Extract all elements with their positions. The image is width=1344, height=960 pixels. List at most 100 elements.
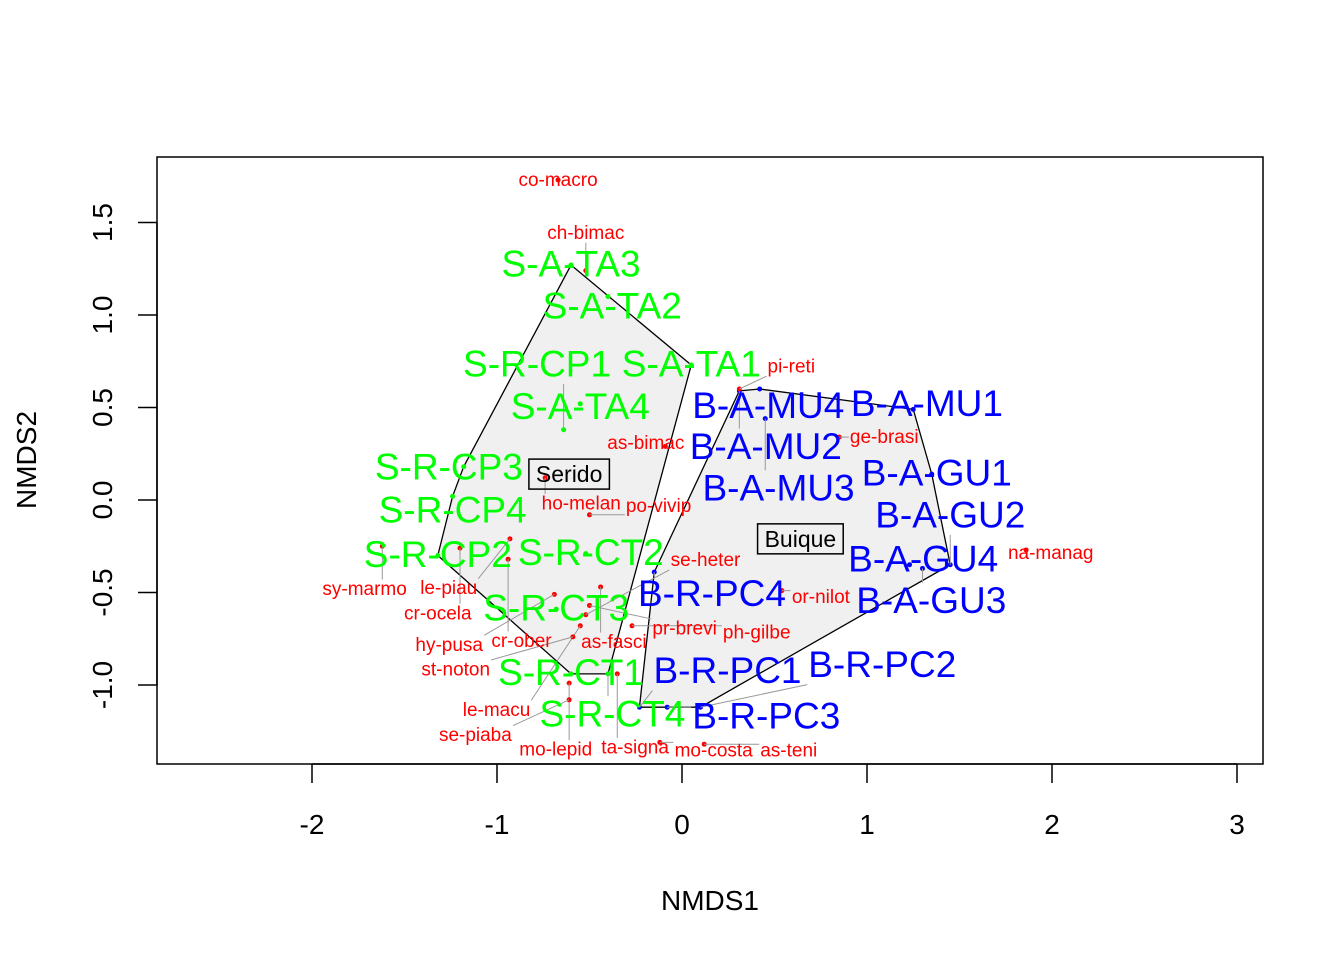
x-tick-label: -2 [300,809,325,840]
species-label: pr-brevi [652,618,716,639]
species-label: na-manag [1008,543,1094,564]
y-tick-label: 1.5 [87,203,118,242]
site-point [757,386,763,392]
site-label: S-A-TA2 [543,286,682,327]
species-label: se-piaba [439,725,512,746]
species-leader-line [585,569,670,616]
x-tick-label: -1 [485,809,510,840]
species-leader-line [490,636,573,661]
site-point [929,471,935,477]
species-label: co-macro [518,170,597,191]
site-label: B-R-PC3 [692,696,840,737]
site-point [577,401,583,407]
site-point [568,262,574,268]
site-label: S-R-CP1 [463,344,611,385]
site-leader-line [639,690,653,708]
group-label-buique: Buique [765,526,837,552]
x-tick-label: 1 [859,809,875,840]
site-point [568,671,574,677]
site-point [583,551,589,557]
site-label: B-A-MU1 [851,383,1003,424]
y-axis-label: NMDS2 [11,411,42,509]
y-tick-label: -0.5 [87,568,118,616]
site-label: B-A-GU4 [848,538,998,579]
site-label: S-A-TA4 [511,386,650,427]
species-label: mo-costa [675,740,754,761]
species-label: sy-marmo [322,579,406,600]
y-tick-label: -1.0 [87,661,118,709]
species-label: as-fasci [581,632,646,653]
site-label: S-R-CT4 [539,693,685,734]
group-hulls [437,264,951,708]
site-point [435,553,441,558]
y-tick-label: 0.0 [87,481,118,520]
group-label-serido: Serido [536,461,602,487]
species-label: ch-bimac [547,223,624,244]
species-label: ta-signa [601,738,669,759]
site-point [461,464,467,470]
site-point [688,362,694,368]
species-label: cr-ocela [404,603,472,624]
species-leader-line [483,593,555,636]
site-label: B-R-PC2 [808,644,956,685]
species-label: st-noton [421,659,490,680]
site-point [450,493,456,499]
x-tick-label: 3 [1229,809,1245,840]
species-leader-line [512,699,570,727]
site-point [907,562,913,568]
species-label: as-teni [760,741,817,762]
x-axis-label: NMDS1 [661,885,759,916]
species-leader-line [739,375,767,390]
site-label: B-A-MU4 [692,385,844,426]
site-label: B-A-GU1 [862,452,1012,493]
site-label: S-A-TA3 [501,243,640,284]
species-label: le-piau [420,578,477,599]
group-label-box [756,523,844,555]
species-labels: co-macro ch-bimac as-bimac ge-brasi ho-melan… [322,170,1093,762]
y-tick-label: 0.5 [87,388,118,427]
species-label: ge-brasi [850,427,919,448]
x-tick-label: 0 [674,809,690,840]
site-point [553,606,559,612]
species-label: cr-ober [491,631,552,652]
species-point [662,443,668,449]
species-label: hy-pusa [415,635,483,656]
site-label: S-R-CT3 [483,587,629,628]
site-label: S-R-CP4 [379,490,527,531]
species-leader-line [477,538,511,579]
site-label: B-A-MU2 [690,426,842,467]
y-tick-label: 1.0 [87,296,118,335]
site-label: S-R-CP3 [375,447,523,488]
hull-serido [437,264,692,675]
site-label: B-R-PC1 [653,650,801,691]
site-label: B-A-GU2 [875,494,1025,535]
x-tick-label: 2 [1044,809,1060,840]
group-label-box [528,458,611,490]
site-label: B-R-PC4 [638,573,786,614]
site-label: B-A-GU3 [856,580,1006,621]
site-label: S-R-CT2 [518,532,664,573]
site-label: S-A-TA1 [622,343,761,384]
species-label: le-macu [463,700,531,721]
x-axis: -2 -1 0 1 2 3 [300,763,1245,840]
site-point [605,294,611,299]
species-label: po-vivip [626,496,691,517]
species-label: ho-melan [542,494,621,515]
site-leader-line [700,684,808,708]
species-label: se-heter [671,550,741,571]
site-label: S-R-CP2 [364,534,512,575]
label-leader-lines [379,177,1029,747]
site-label: B-A-MU3 [703,467,855,508]
species-label: pi-reti [768,356,816,377]
species-label: mo-lepid [519,740,592,761]
species-point [1023,547,1029,553]
group-labels: Serido Buique [528,458,844,555]
site-label: S-R-CT1 [498,652,644,693]
species-label: as-bimac [607,433,684,454]
species-label: ph-gilbe [723,622,791,643]
species-label: or-nilot [792,587,851,608]
species-point [555,177,561,183]
y-axis: -1.0 -0.5 0.0 0.5 1.0 1.5 [87,203,158,709]
